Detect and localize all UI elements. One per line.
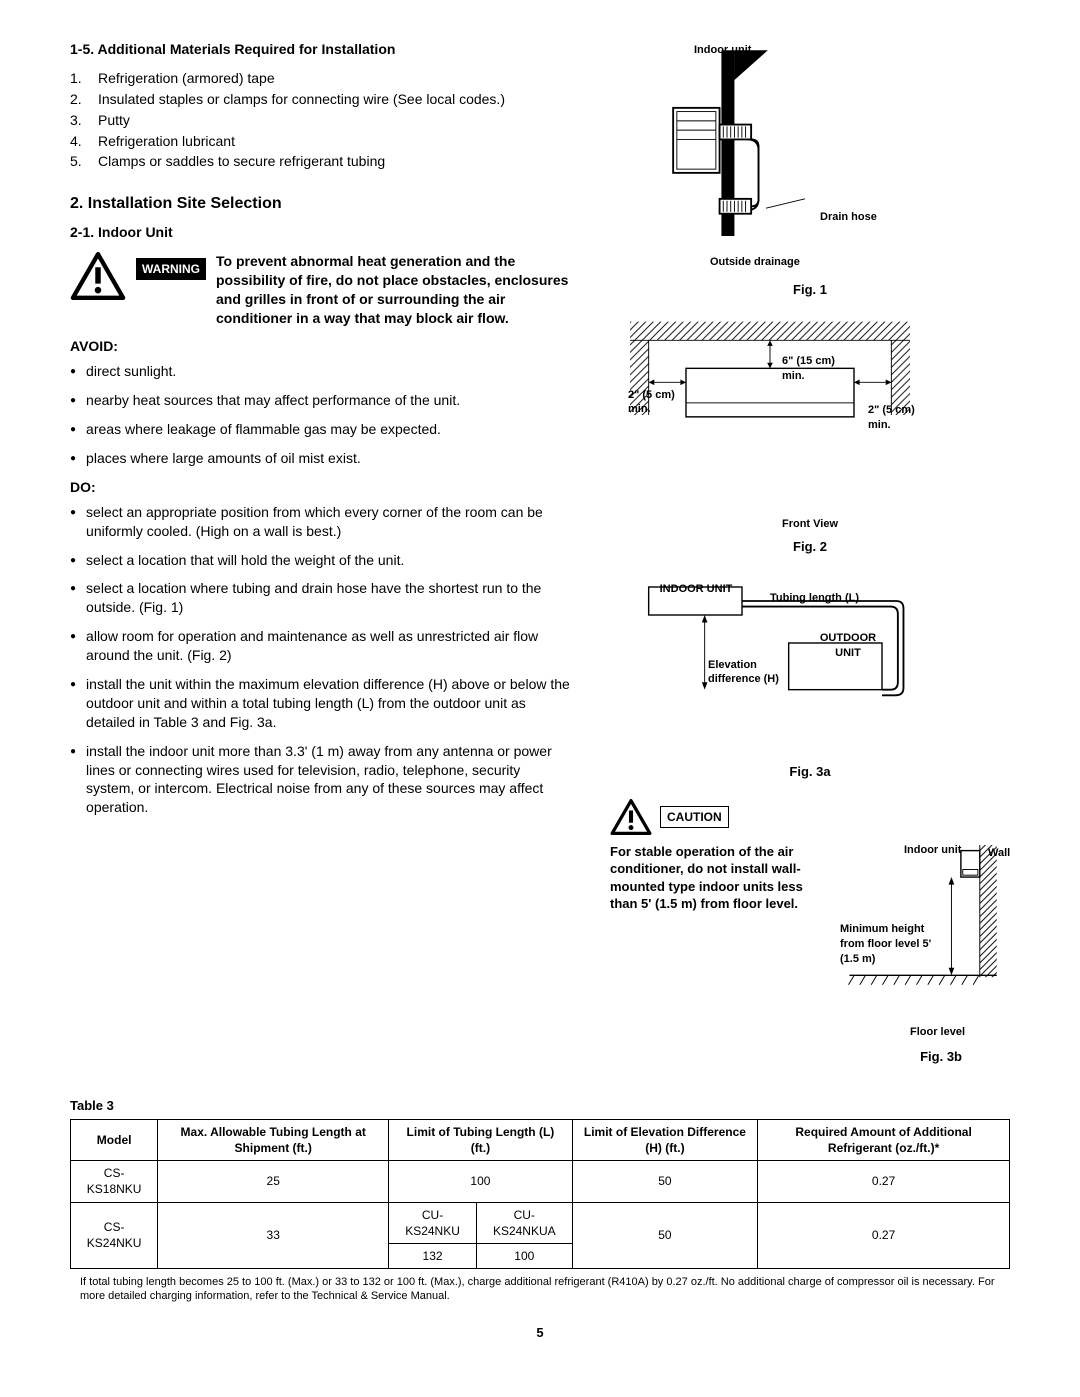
figure-3b: CAUTION For stable operation of the air …: [610, 799, 1010, 1066]
do-item: install the unit within the maximum elev…: [86, 675, 570, 732]
avoid-item: nearby heat sources that may affect perf…: [86, 391, 460, 410]
fig1-indoor-label: Indoor unit: [694, 43, 1080, 58]
warning-badge: WARNING: [136, 258, 206, 280]
do-label: DO:: [70, 478, 570, 497]
figure-3a: INDOOR UNIT OUTDOOR UNIT Tubing length (…: [610, 573, 1010, 781]
figure-2: 6" (15 cm) min. 2" (5 cm) min. 2" (5 cm)…: [610, 317, 1010, 555]
material-2: Insulated staples or clamps for connecti…: [98, 90, 505, 109]
section-2-1-title: 2-1. Indoor Unit: [70, 223, 570, 242]
do-item: install the indoor unit more than 3.3' (…: [86, 742, 570, 818]
fig3a-elev: Elevation difference (H): [708, 658, 798, 688]
do-item: select an appropriate position from whic…: [86, 503, 570, 541]
do-item: select a location that will hold the wei…: [86, 551, 404, 570]
fig3b-floor: Floor level: [910, 1025, 1080, 1040]
page-number: 5: [70, 1324, 1010, 1342]
fig3b-text: For stable operation of the air conditio…: [610, 843, 828, 913]
table-row: CS-KS24NKU 33 CU-KS24NKU CU-KS24NKUA 50 …: [71, 1202, 1010, 1243]
fig2-caption: Fig. 2: [610, 538, 1010, 556]
material-3: Putty: [98, 111, 130, 130]
th-model: Model: [71, 1119, 158, 1160]
fig3b-caption: Fig. 3b: [610, 1048, 1010, 1066]
fig2-left-label: 2" (5 cm) min.: [628, 388, 688, 418]
avoid-list: direct sunlight. nearby heat sources tha…: [70, 362, 570, 468]
th-refrig: Required Amount of Additional Refrigeran…: [758, 1119, 1010, 1160]
warning-text: To prevent abnormal heat generation and …: [216, 252, 570, 328]
materials-list: 1.Refrigeration (armored) tape 2.Insulat…: [70, 69, 570, 171]
fig2-front-label: Front View: [610, 517, 1010, 532]
caution-badge: CAUTION: [660, 806, 729, 828]
fig3a-caption: Fig. 3a: [610, 763, 1010, 781]
avoid-item: areas where leakage of flammable gas may…: [86, 420, 441, 439]
table-row: CS-KS18NKU 25 100 50 0.27: [71, 1161, 1010, 1202]
do-item: select a location where tubing and drain…: [86, 579, 570, 617]
avoid-label: AVOID:: [70, 337, 570, 356]
th-limitH: Limit of Elevation Difference (H) (ft.): [572, 1119, 758, 1160]
table-3: Table 3 Model Max. Allowable Tubing Leng…: [70, 1097, 1010, 1303]
table3-footnote: If total tubing length becomes 25 to 100…: [70, 1275, 1010, 1304]
fig3b-wall: Wall: [988, 846, 1080, 861]
fig3b-minheight: Minimum height from floor level 5' (1.5 …: [840, 922, 950, 967]
fig3a-outdoor: OUTDOOR UNIT: [808, 631, 888, 661]
fig3a-tubing: Tubing length (L): [770, 591, 1080, 606]
material-4: Refrigeration lubricant: [98, 132, 235, 151]
fig1-caption: Fig. 1: [610, 281, 1010, 299]
fig1-drain-label: Drain hose: [820, 210, 1080, 225]
avoid-item: direct sunlight.: [86, 362, 176, 381]
section-2-title: 2. Installation Site Selection: [70, 193, 570, 215]
caution-icon: [610, 799, 652, 835]
th-limitL: Limit of Tubing Length (L) (ft.): [389, 1119, 572, 1160]
fig2-top-label: 6" (15 cm) min.: [782, 354, 852, 384]
warning-icon: [70, 252, 126, 305]
figure-1: Indoor unit Drain hose Outside drainage …: [610, 40, 1010, 299]
do-list: select an appropriate position from whic…: [70, 503, 570, 817]
section-1-5-title: 1-5. Additional Materials Required for I…: [70, 40, 570, 59]
table3-caption: Table 3: [70, 1097, 1010, 1115]
material-1: Refrigeration (armored) tape: [98, 69, 275, 88]
fig3a-indoor: INDOOR UNIT: [656, 582, 736, 597]
fig1-drainage-label: Outside drainage: [710, 255, 1080, 270]
fig2-right-label: 2" (5 cm) min.: [868, 403, 928, 433]
th-maxship: Max. Allowable Tubing Length at Shipment…: [158, 1119, 389, 1160]
do-item: allow room for operation and maintenance…: [86, 627, 570, 665]
material-5: Clamps or saddles to secure refrigerant …: [98, 152, 385, 171]
avoid-item: places where large amounts of oil mist e…: [86, 449, 361, 468]
